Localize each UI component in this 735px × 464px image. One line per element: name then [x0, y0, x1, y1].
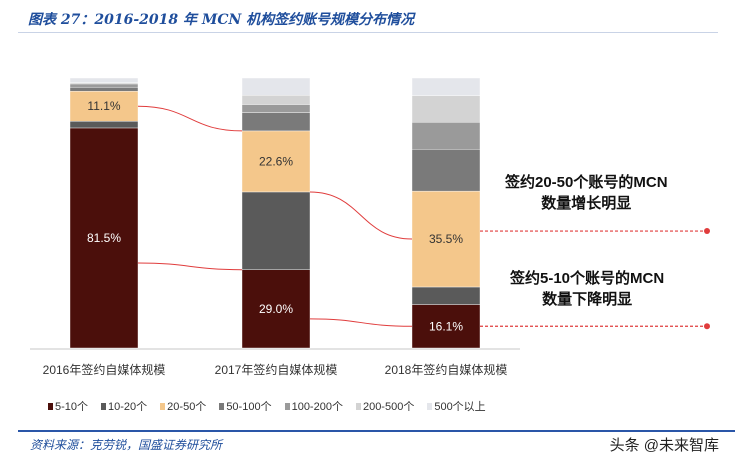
- connector-5-10-2017-2018: [309, 318, 413, 327]
- data-label: 81.5%: [87, 231, 121, 245]
- legend-label: 20-50个: [167, 401, 207, 413]
- legend-swatch: [160, 402, 166, 410]
- annotation-growth-line2: 数量增长明显: [541, 195, 632, 212]
- annotation-decline: 签约5-10个账号的MCN 数量下降明显: [510, 268, 664, 310]
- bar-segment-3: [411, 190, 481, 288]
- legend-swatch: [101, 402, 107, 410]
- data-label: 11.1%: [87, 99, 120, 113]
- bar-segment-1: [69, 127, 139, 349]
- bar-segment-2: [69, 120, 139, 129]
- bar-segment-7: [411, 77, 481, 96]
- annotation-decline-line1: 签约5-10个账号的MCN: [510, 270, 665, 287]
- bar-segment-6: [69, 82, 139, 85]
- legend-item: 500个以上: [427, 398, 486, 414]
- bar-segment-4: [241, 112, 311, 132]
- legend-item: 100-200个: [284, 398, 343, 414]
- annotation-growth: 签约20-50个账号的MCN 数量增长明显: [505, 172, 668, 214]
- legend-swatch: [48, 402, 53, 410]
- bar-segment-6: [411, 95, 481, 123]
- connector-20-50-2016-2017: [137, 105, 243, 132]
- legend-item: 5-10个: [48, 398, 88, 414]
- legend-swatch: [284, 402, 290, 410]
- bar-segment-5: [411, 122, 481, 150]
- callout-decline-dot: [704, 323, 710, 330]
- footer-divider: [18, 430, 735, 432]
- data-label: 29.0%: [259, 302, 293, 316]
- callout-growth-dot: [704, 228, 710, 235]
- bar-segment-4: [411, 149, 481, 192]
- legend-item: 10-20个: [101, 398, 147, 414]
- bar-segment-7: [69, 77, 139, 83]
- bar-segment-4: [69, 86, 139, 92]
- legend-item: 20-50个: [160, 398, 206, 414]
- connector-20-50-2017-2018: [309, 191, 413, 240]
- data-label: 16.1%: [429, 319, 463, 333]
- bar-segment-7: [241, 77, 311, 96]
- watermark: 头条 @未来智库: [609, 437, 719, 454]
- chart-legend: 5-10个 10-20个 20-50个 50-100个 100-200个 200-500个…: [48, 398, 486, 414]
- bar-segment-5: [69, 83, 139, 88]
- title-divider: [18, 32, 718, 33]
- bar-segment-2: [241, 191, 311, 270]
- bar-segment-3: [69, 91, 139, 122]
- source-note: 资料来源：克劳锐，国盛证券研究所: [30, 438, 223, 452]
- legend-label: 10-20个: [108, 401, 148, 413]
- legend-swatch: [427, 402, 433, 410]
- bar-segment-2: [411, 286, 481, 305]
- stacked-bar-chart: 81.5% 11.1% 2016年签约自媒体规模 29.0% 22.6% 2017年签约自…: [30, 77, 710, 377]
- legend-label: 100-200个: [291, 401, 343, 413]
- legend-item: 200-500个: [355, 398, 415, 414]
- legend-swatch: [219, 402, 225, 410]
- bar-segment-6: [241, 95, 311, 105]
- legend-item: 50-100个: [219, 398, 272, 414]
- bar-segment-5: [241, 104, 311, 113]
- legend-label: 50-100个: [226, 401, 272, 413]
- data-label: 35.5%: [429, 232, 463, 246]
- connector-5-10-2016-2017: [137, 262, 243, 271]
- legend-label: 500个以上: [434, 401, 486, 413]
- annotation-decline-line2: 数量下降明显: [542, 291, 633, 308]
- data-label: 22.6%: [259, 154, 293, 168]
- legend-swatch: [355, 402, 361, 410]
- figure-title: 图表 27：2016-2018 年 MCN 机构签约账号规模分布情况: [28, 12, 415, 28]
- legend-label: 200-500个: [362, 401, 415, 413]
- category-label: 2018年签约自媒体规模: [385, 362, 508, 377]
- legend-label: 5-10个: [55, 401, 89, 413]
- category-label: 2016年签约自媒体规模: [43, 362, 166, 377]
- annotation-growth-line1: 签约20-50个账号的MCN: [505, 174, 668, 191]
- bar-segment-3: [241, 130, 311, 193]
- category-label: 2017年签约自媒体规模: [215, 362, 338, 377]
